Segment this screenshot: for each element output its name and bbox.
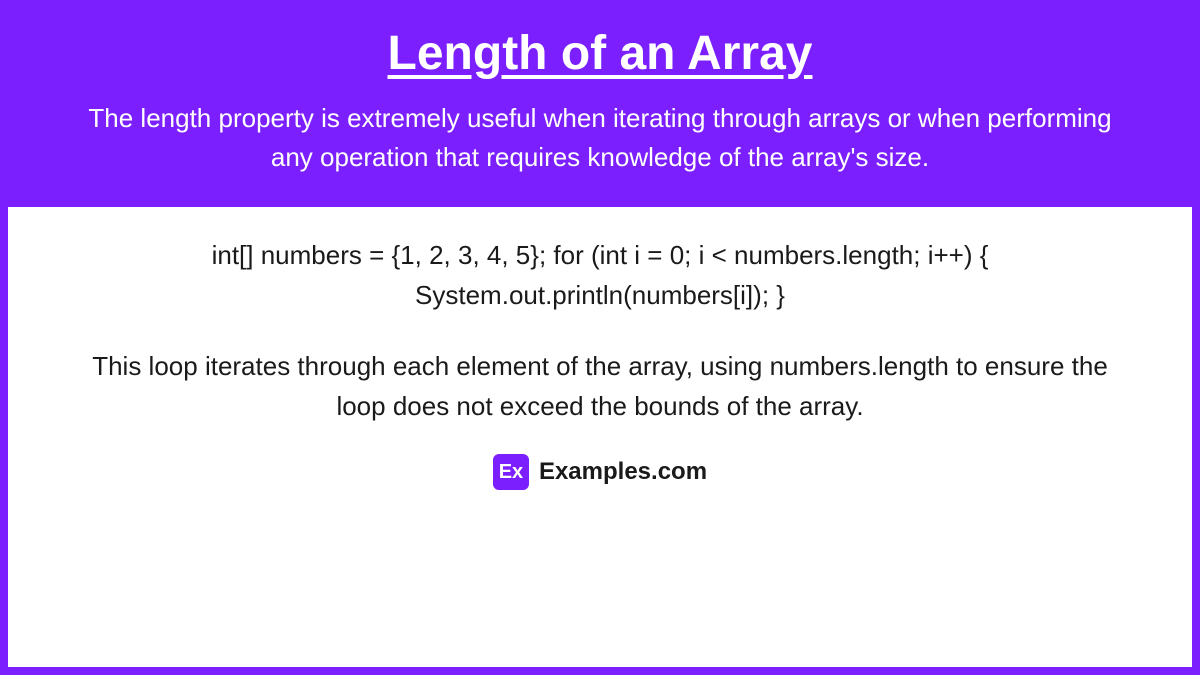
code-explanation: This loop iterates through each element … [88,346,1112,427]
header-section: Length of an Array The length property i… [8,8,1192,207]
card-frame: Length of an Array The length property i… [0,0,1200,675]
code-example: int[] numbers = {1, 2, 3, 4, 5}; for (in… [88,235,1112,316]
page-subtitle: The length property is extremely useful … [78,99,1122,177]
logo-badge-icon: Ex [493,454,529,490]
logo: Ex Examples.com [88,454,1112,490]
logo-label: Examples.com [539,458,707,486]
page-title: Length of an Array [78,26,1122,81]
body-section: int[] numbers = {1, 2, 3, 4, 5}; for (in… [8,207,1192,667]
